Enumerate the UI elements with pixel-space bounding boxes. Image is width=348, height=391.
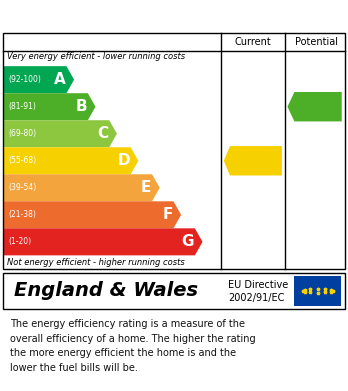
Text: (69-80): (69-80)	[9, 129, 37, 138]
Polygon shape	[287, 92, 342, 122]
Text: (39-54): (39-54)	[9, 183, 37, 192]
Text: D: D	[117, 153, 130, 168]
Polygon shape	[3, 93, 95, 120]
Text: A: A	[54, 72, 66, 87]
Text: (1-20): (1-20)	[9, 237, 32, 246]
Text: EU Directive: EU Directive	[228, 280, 288, 290]
Text: E: E	[141, 180, 151, 195]
Polygon shape	[3, 66, 74, 93]
Text: F: F	[162, 207, 173, 222]
Text: Energy Efficiency Rating: Energy Efficiency Rating	[10, 8, 220, 23]
Text: (55-68): (55-68)	[9, 156, 37, 165]
Polygon shape	[3, 201, 181, 228]
Text: Current: Current	[235, 37, 271, 47]
Polygon shape	[224, 146, 282, 176]
Text: 2002/91/EC: 2002/91/EC	[228, 293, 284, 303]
Text: (92-100): (92-100)	[9, 75, 41, 84]
Text: Potential: Potential	[295, 37, 338, 47]
Text: 65: 65	[246, 154, 266, 168]
Bar	[294, 276, 341, 306]
Text: C: C	[97, 126, 109, 141]
Text: B: B	[76, 99, 87, 114]
Text: (21-38): (21-38)	[9, 210, 37, 219]
Polygon shape	[3, 147, 138, 174]
Text: England & Wales: England & Wales	[14, 281, 198, 300]
Polygon shape	[3, 120, 117, 147]
Text: G: G	[182, 234, 194, 249]
Text: (81-91): (81-91)	[9, 102, 37, 111]
Text: The energy efficiency rating is a measure of the
overall efficiency of a home. T: The energy efficiency rating is a measur…	[10, 319, 256, 373]
Polygon shape	[3, 174, 160, 201]
Text: 85: 85	[308, 100, 328, 114]
Text: Not energy efficient - higher running costs: Not energy efficient - higher running co…	[7, 258, 185, 267]
Polygon shape	[3, 228, 203, 255]
Text: Very energy efficient - lower running costs: Very energy efficient - lower running co…	[7, 52, 185, 61]
